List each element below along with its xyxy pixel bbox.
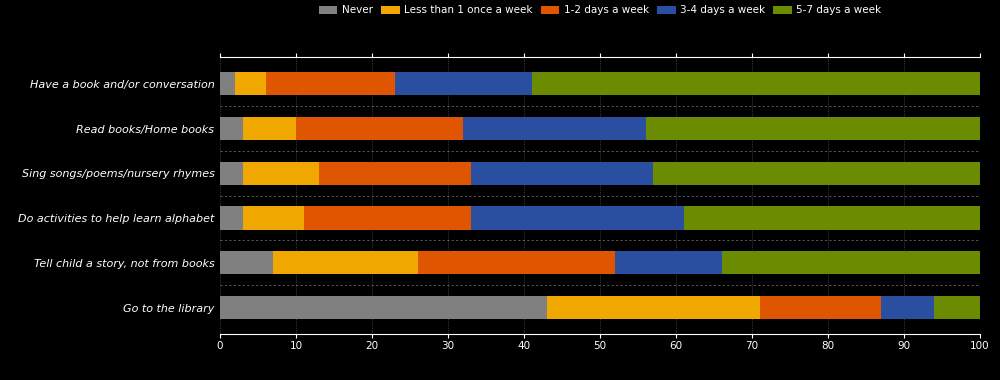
Bar [220, 251, 273, 274]
Bar [547, 296, 760, 319]
Bar [243, 162, 319, 185]
Legend: Never, Less than 1 once a week, 1-2 days a week, 3-4 days a week, 5-7 days a wee: Never, Less than 1 once a week, 1-2 days… [314, 1, 886, 19]
Bar [471, 206, 684, 230]
Bar [934, 296, 980, 319]
Bar [722, 251, 980, 274]
Bar [418, 251, 615, 274]
Bar [266, 72, 395, 95]
Bar [463, 117, 646, 140]
Bar [273, 251, 418, 274]
Bar [304, 206, 471, 230]
Bar [243, 117, 296, 140]
Bar [881, 296, 934, 319]
Bar [471, 162, 653, 185]
Bar [296, 117, 463, 140]
Bar [615, 251, 722, 274]
Bar [646, 117, 980, 140]
Bar [653, 162, 980, 185]
Bar [243, 206, 304, 230]
Bar [220, 72, 235, 95]
Bar [684, 206, 980, 230]
Bar [220, 117, 243, 140]
Bar [319, 162, 471, 185]
Bar [235, 72, 266, 95]
Bar [220, 206, 243, 230]
Bar [395, 72, 532, 95]
Bar [532, 72, 980, 95]
Bar [760, 296, 881, 319]
Bar [220, 296, 547, 319]
Bar [220, 162, 243, 185]
